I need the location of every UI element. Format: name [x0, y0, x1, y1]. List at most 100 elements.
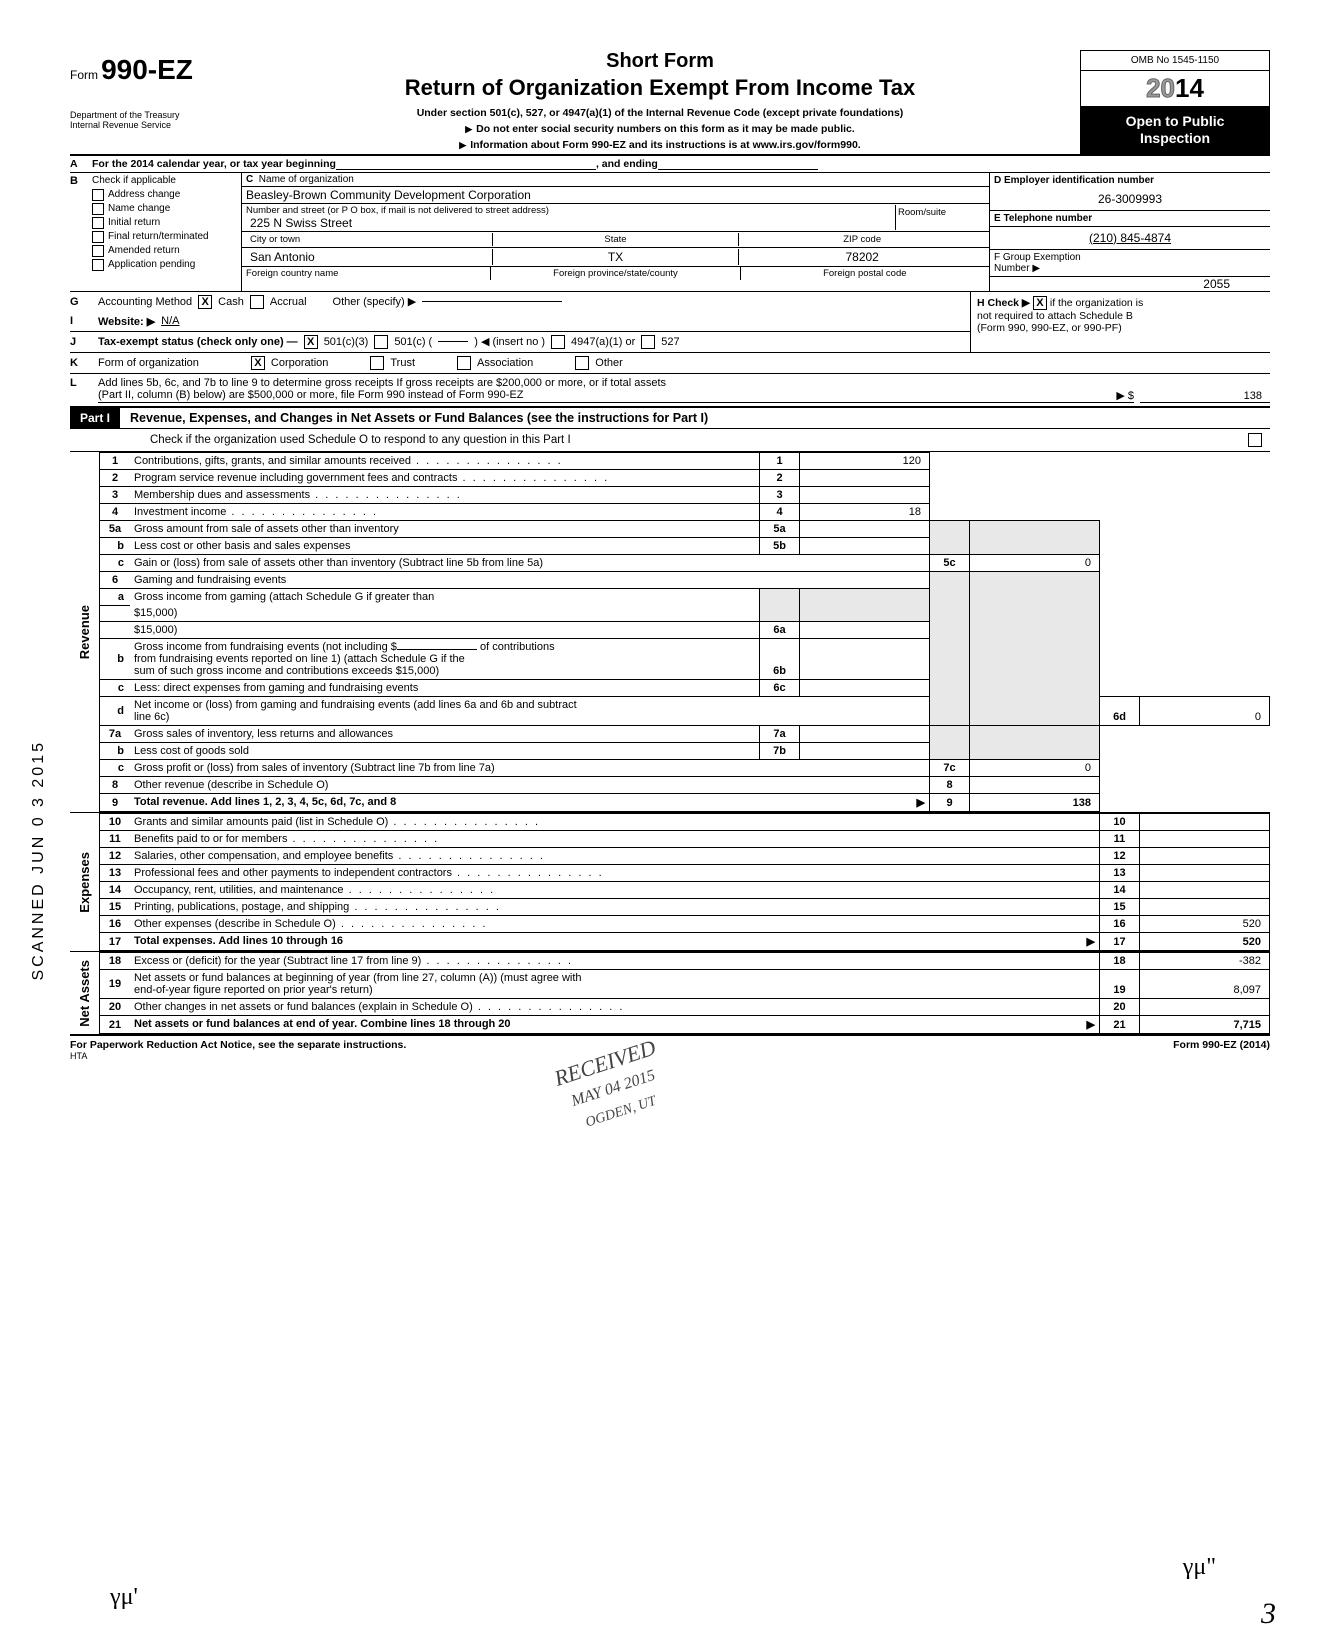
dept-box: Department of the Treasury Internal Reve… — [70, 86, 240, 130]
check-amended[interactable]: Amended return — [92, 244, 241, 258]
city-vals: San Antonio TX 78202 — [242, 248, 989, 267]
zip: 78202 — [739, 249, 985, 265]
year-suffix: 14 — [1175, 73, 1204, 103]
under-section: Under section 501(c), 527, or 4947(a)(1)… — [258, 107, 1062, 119]
table-row: 6Gaming and fundraising events — [100, 571, 1270, 588]
street-val: 225 N Swiss Street — [246, 216, 895, 230]
col-d-e-f: D Employer identification number 26-3009… — [990, 173, 1270, 291]
letter-b: B — [70, 173, 92, 291]
check-corp[interactable]: X — [251, 356, 265, 370]
form-ref: Form 990-EZ (2014) — [1173, 1039, 1270, 1051]
check-schedule-o[interactable] — [1248, 433, 1262, 447]
table-row: 21Net assets or fund balances at end of … — [100, 1016, 1270, 1034]
check-trust[interactable] — [370, 356, 384, 370]
table-row: 8Other revenue (describe in Schedule O)8 — [100, 777, 1270, 794]
footer: For Paperwork Reduction Act Notice, see … — [70, 1034, 1270, 1051]
table-row: 20Other changes in net assets or fund ba… — [100, 999, 1270, 1016]
net-assets-table: 18Excess or (deficit) for the year (Subt… — [100, 952, 1270, 1034]
table-row: 14Occupancy, rent, utilities, and mainte… — [100, 882, 1270, 899]
initial-left: γμ' — [110, 1584, 138, 1611]
foreign-row: Foreign country name Foreign province/st… — [242, 267, 989, 280]
part-title: Revenue, Expenses, and Changes in Net As… — [120, 411, 708, 425]
street-label: Number and street (or P O box, if mail i… — [246, 205, 895, 216]
hta: HTA — [70, 1051, 1270, 1061]
table-row: 15Printing, publications, postage, and s… — [100, 899, 1270, 916]
website: N/A — [161, 315, 179, 327]
omb-number: OMB No 1545-1150 — [1080, 50, 1270, 71]
line-j: J Tax-exempt status (check only one) — X… — [70, 331, 970, 352]
check-501c3[interactable]: X — [304, 335, 318, 349]
form-page: Form 990-EZ Department of the Treasury I… — [70, 50, 1270, 1061]
open-line1: Open to Public — [1081, 113, 1269, 130]
table-row: 5aGross amount from sale of assets other… — [100, 520, 1270, 537]
check-527[interactable] — [641, 335, 655, 349]
part-i-header: Part I Revenue, Expenses, and Changes in… — [70, 406, 1270, 429]
table-row: 11Benefits paid to or for members11 — [100, 831, 1270, 848]
table-row: 13Professional fees and other payments t… — [100, 865, 1270, 882]
check-h[interactable]: X — [1033, 296, 1047, 310]
tax-year: 2014 — [1080, 71, 1270, 107]
group-exemption: 2055 — [990, 276, 1270, 291]
d-label: D Employer identification number — [990, 173, 1270, 188]
header: Form 990-EZ Department of the Treasury I… — [70, 50, 1270, 154]
form-id-dept-col: Form 990-EZ Department of the Treasury I… — [70, 50, 240, 130]
check-other-org[interactable] — [575, 356, 589, 370]
city-labels: City or town State ZIP code — [242, 232, 989, 248]
line-a-and: , and ending — [596, 158, 658, 170]
initial-right: γμ" — [1183, 1554, 1216, 1581]
check-address[interactable]: Address change — [92, 188, 241, 202]
room-label: Room/suite — [895, 205, 985, 230]
short-title: Short Form — [258, 50, 1062, 73]
check-name[interactable]: Name change — [92, 202, 241, 216]
c-label: C Name of organization — [242, 173, 989, 187]
check-initial[interactable]: Initial return — [92, 216, 241, 230]
line-a-text: For the 2014 calendar year, or tax year … — [92, 158, 336, 170]
title-box: Short Form Return of Organization Exempt… — [250, 50, 1070, 151]
open-to-public: Open to Public Inspection — [1080, 107, 1270, 154]
state: TX — [493, 249, 740, 265]
table-row: 1Contributions, gifts, grants, and simil… — [100, 452, 1270, 469]
line-i: I Website: ▶ N/A — [70, 312, 970, 331]
line-l: L Add lines 5b, 6c, and 7b to line 9 to … — [70, 374, 1270, 406]
check-final[interactable]: Final return/terminated — [92, 230, 241, 244]
check-501c[interactable] — [374, 335, 388, 349]
omb-col: OMB No 1545-1150 2014 Open to Public Ins… — [1080, 50, 1270, 154]
f-row: F Group Exemption Number ▶ — [990, 249, 1270, 276]
year-prefix: 20 — [1146, 73, 1175, 103]
part-tab: Part I — [70, 408, 120, 428]
side-expenses: Expenses — [77, 852, 92, 913]
gross-receipts: 138 — [1140, 390, 1270, 403]
check-cash[interactable]: X — [198, 295, 212, 309]
table-row: 9Total revenue. Add lines 1, 2, 3, 4, 5c… — [100, 794, 1270, 812]
table-row: 16Other expenses (describe in Schedule O… — [100, 916, 1270, 933]
table-row: 17Total expenses. Add lines 10 through 1… — [100, 933, 1270, 951]
line-k: K Form of organization XCorporation Trus… — [70, 353, 1270, 373]
phone: (210) 845-4874 — [990, 227, 1270, 249]
table-row: 10Grants and similar amounts paid (list … — [100, 814, 1270, 831]
check-accrual[interactable] — [250, 295, 264, 309]
section-b-f: B Check if applicable Address change Nam… — [70, 172, 1270, 291]
street-row: Number and street (or P O box, if mail i… — [242, 204, 989, 232]
table-row: cGross profit or (loss) from sales of in… — [100, 760, 1270, 777]
dept-line1: Department of the Treasury — [70, 110, 240, 120]
check-col: Check if applicable Address change Name … — [92, 173, 242, 291]
return-title: Return of Organization Exempt From Incom… — [258, 75, 1062, 101]
table-row: 7aGross sales of inventory, less returns… — [100, 726, 1270, 743]
check-assoc[interactable] — [457, 356, 471, 370]
side-net-assets: Net Assets — [77, 960, 92, 1027]
org-col: C Name of organization Beasley-Brown Com… — [242, 173, 990, 291]
ein: 26-3009993 — [990, 188, 1270, 211]
revenue-table: 1Contributions, gifts, grants, and simil… — [100, 452, 1270, 813]
scanned-stamp: SCANNED JUN 0 3 2015 — [30, 740, 48, 981]
table-row: 3Membership dues and assessments3 — [100, 486, 1270, 503]
check-4947[interactable] — [551, 335, 565, 349]
info-note: Information about Form 990-EZ and its in… — [258, 139, 1062, 151]
ssn-note: Do not enter social security numbers on … — [258, 123, 1062, 135]
check-pending[interactable]: Application pending — [92, 258, 241, 272]
check-label: Check if applicable — [92, 173, 241, 188]
form-id-box: Form 990-EZ — [70, 50, 240, 86]
line-g: G Accounting Method XCash Accrual Other … — [70, 292, 970, 312]
table-row: cGain or (loss) from sale of assets othe… — [100, 554, 1270, 571]
table-row: 4Investment income418 — [100, 503, 1270, 520]
h-box: H Check ▶ X if the organization is not r… — [970, 292, 1270, 352]
